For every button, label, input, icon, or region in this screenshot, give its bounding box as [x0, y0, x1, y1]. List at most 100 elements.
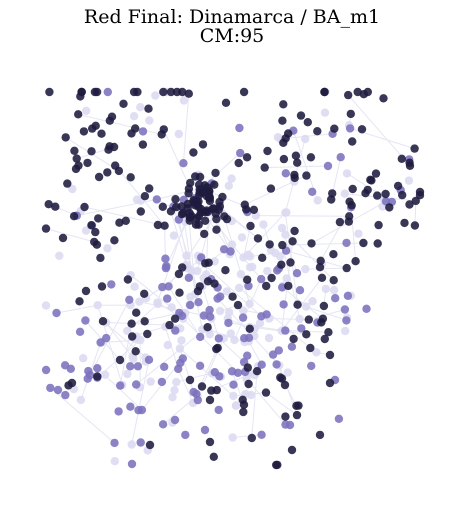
network-edge	[78, 113, 162, 135]
network-node	[158, 202, 167, 211]
network-node	[82, 106, 91, 116]
network-node	[210, 279, 219, 288]
network-node	[169, 231, 179, 240]
network-node	[70, 146, 79, 155]
network-node	[74, 161, 83, 170]
network-node	[81, 286, 91, 296]
network-node	[268, 350, 278, 359]
network-node	[201, 216, 210, 225]
network-node	[243, 363, 252, 372]
network-node	[97, 129, 106, 138]
network-node	[410, 144, 419, 153]
network-node	[153, 299, 163, 309]
network-node	[328, 189, 337, 198]
network-node	[272, 460, 281, 470]
network-node	[119, 99, 128, 109]
network-edge	[182, 93, 190, 164]
network-edge	[135, 326, 208, 385]
figure-title: Red Final: Dinamarca / BA_m1	[83, 6, 381, 28]
network-node	[178, 354, 187, 363]
network-node	[239, 407, 248, 417]
network-node	[292, 269, 302, 278]
network-node	[264, 333, 274, 343]
network-node	[308, 187, 317, 196]
network-node	[200, 229, 209, 239]
network-node	[136, 103, 145, 112]
network-node	[400, 218, 409, 228]
network-node	[161, 254, 170, 263]
network-node	[129, 354, 138, 363]
network-node	[304, 315, 313, 324]
network-node	[114, 166, 124, 176]
network-node	[196, 332, 205, 342]
network-node	[174, 269, 184, 279]
network-node	[134, 406, 143, 415]
network-node	[41, 365, 51, 375]
network-edge	[56, 304, 98, 314]
network-edge	[164, 225, 166, 259]
network-node	[46, 383, 55, 393]
network-node	[94, 172, 104, 182]
network-node	[295, 286, 305, 295]
network-node	[195, 282, 204, 291]
network-node	[170, 314, 180, 323]
network-node	[163, 340, 172, 350]
network-node	[303, 118, 312, 127]
network-node	[126, 173, 135, 182]
node-layer	[41, 87, 425, 470]
network-edge	[223, 216, 251, 304]
network-node	[127, 440, 136, 449]
network-node	[174, 129, 183, 139]
network-node	[319, 301, 329, 311]
network-node	[280, 380, 290, 390]
network-edge	[49, 387, 115, 444]
network-node	[342, 316, 351, 325]
network-node	[80, 202, 89, 212]
network-node	[189, 387, 198, 397]
network-node	[97, 282, 107, 291]
network-node	[41, 301, 51, 310]
network-node	[100, 370, 110, 379]
network-node	[161, 263, 171, 273]
network-node	[325, 350, 335, 360]
network-node	[136, 438, 145, 447]
network-node	[200, 187, 209, 197]
network-node	[343, 291, 353, 300]
network-node	[342, 238, 351, 248]
network-node	[279, 154, 289, 164]
network-node	[166, 207, 176, 216]
network-node	[221, 98, 231, 108]
network-node	[301, 264, 310, 274]
network-node	[129, 87, 139, 97]
network-node	[133, 362, 143, 371]
network-node	[344, 217, 353, 226]
network-node	[171, 326, 180, 335]
network-edge	[215, 218, 231, 252]
network-node	[193, 266, 202, 276]
network-node	[72, 154, 81, 163]
network-node	[177, 311, 187, 321]
network-node	[185, 213, 195, 222]
network-node	[279, 300, 288, 309]
network-edge	[164, 326, 179, 370]
network-node	[167, 303, 176, 312]
network-node	[373, 239, 382, 248]
network-node	[216, 292, 225, 301]
network-node	[297, 324, 306, 333]
network-node	[234, 158, 243, 168]
network-node	[307, 361, 316, 371]
network-node	[284, 281, 293, 291]
network-node	[313, 196, 322, 205]
network-edge	[255, 215, 350, 217]
network-node	[393, 181, 403, 191]
network-node	[194, 202, 203, 211]
network-node	[330, 124, 339, 133]
network-node	[114, 407, 123, 416]
network-node	[69, 212, 79, 221]
network-node	[257, 430, 266, 439]
network-node	[329, 285, 339, 295]
network-node	[203, 277, 213, 286]
network-node	[205, 395, 215, 405]
network-node	[145, 440, 155, 450]
network-node	[315, 263, 325, 272]
